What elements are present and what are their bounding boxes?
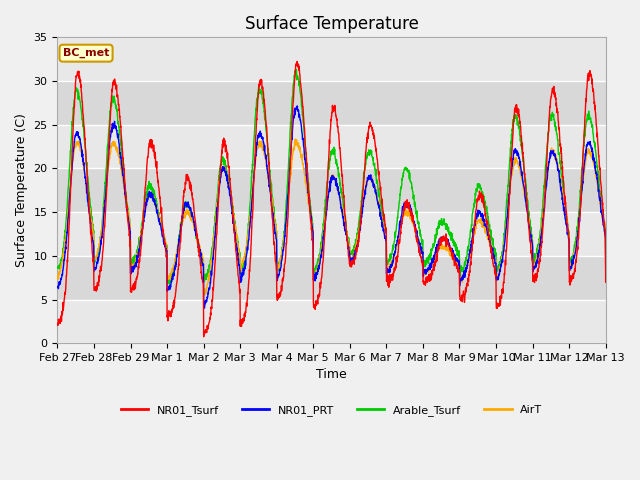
- NR01_PRT: [360, 196, 367, 202]
- Line: Arable_Tsurf: Arable_Tsurf: [58, 70, 605, 284]
- NR01_Tsurf: [200, 334, 207, 340]
- Text: BC_met: BC_met: [63, 48, 109, 58]
- Arable_Tsurf: [166, 281, 173, 287]
- AirT: [291, 136, 299, 142]
- AirT: [360, 195, 367, 201]
- Arable_Tsurf: [207, 258, 214, 264]
- NR01_Tsurf: [554, 108, 561, 114]
- NR01_PRT: [554, 168, 561, 173]
- Arable_Tsurf: [348, 248, 356, 254]
- Bar: [58, 300, 605, 343]
- Line: NR01_PRT: NR01_PRT: [58, 106, 605, 308]
- NR01_Tsurf: [492, 270, 499, 276]
- AirT: [54, 276, 61, 282]
- NR01_Tsurf: [207, 310, 214, 316]
- NR01_PRT: [348, 259, 356, 264]
- Line: NR01_Tsurf: NR01_Tsurf: [58, 61, 605, 337]
- NR01_PRT: [54, 284, 61, 290]
- NR01_Tsurf: [348, 258, 356, 264]
- Arable_Tsurf: [54, 265, 61, 271]
- Bar: [58, 37, 605, 81]
- Bar: [58, 81, 605, 125]
- AirT: [492, 260, 499, 266]
- NR01_Tsurf: [569, 275, 577, 280]
- NR01_Tsurf: [293, 59, 301, 64]
- X-axis label: Time: Time: [316, 369, 347, 382]
- Legend: NR01_Tsurf, NR01_PRT, Arable_Tsurf, AirT: NR01_Tsurf, NR01_PRT, Arable_Tsurf, AirT: [116, 401, 547, 420]
- Arable_Tsurf: [554, 137, 561, 143]
- NR01_PRT: [602, 264, 609, 270]
- NR01_PRT: [492, 261, 499, 266]
- Bar: [58, 168, 605, 212]
- Arable_Tsurf: [360, 170, 367, 176]
- Bar: [58, 125, 605, 168]
- NR01_PRT: [569, 261, 577, 267]
- Arable_Tsurf: [602, 261, 609, 266]
- AirT: [200, 293, 207, 299]
- Title: Surface Temperature: Surface Temperature: [244, 15, 419, 33]
- NR01_PRT: [200, 305, 208, 311]
- Y-axis label: Surface Temperature (C): Surface Temperature (C): [15, 113, 28, 267]
- Line: AirT: AirT: [58, 139, 605, 296]
- NR01_Tsurf: [54, 322, 61, 328]
- Bar: [58, 256, 605, 300]
- NR01_Tsurf: [360, 179, 367, 184]
- NR01_PRT: [293, 103, 301, 109]
- Arable_Tsurf: [292, 67, 300, 72]
- AirT: [207, 265, 214, 271]
- AirT: [569, 258, 577, 264]
- Bar: [58, 212, 605, 256]
- NR01_PRT: [207, 280, 214, 286]
- NR01_Tsurf: [602, 279, 609, 285]
- AirT: [602, 263, 609, 268]
- Arable_Tsurf: [492, 246, 499, 252]
- Arable_Tsurf: [569, 253, 577, 259]
- AirT: [348, 257, 356, 263]
- AirT: [554, 163, 561, 168]
